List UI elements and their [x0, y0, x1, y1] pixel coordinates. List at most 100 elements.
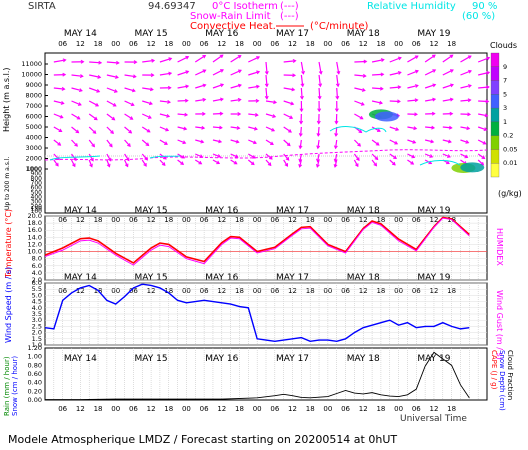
wind-arrow [106, 74, 119, 79]
wind-arrow-head [95, 102, 100, 107]
wind-arrow [195, 126, 205, 129]
wind-arrow [212, 112, 223, 115]
wind-arrow-head [333, 145, 338, 150]
wind-arrow [407, 55, 419, 63]
wind-arrow-head [202, 54, 207, 59]
hour-label: 00 [323, 405, 332, 413]
wind-arrow [460, 99, 471, 102]
wind-arrow [318, 61, 322, 74]
cloud-cell [374, 111, 399, 122]
hour-labels: 06 12 18 00 06 12 18 00 06 12 18 00 06 12 18 00 06 12 18 00… [58, 40, 456, 413]
wind-arrow-head [413, 126, 418, 131]
wind-arrow [230, 98, 241, 102]
wind-arrow [371, 59, 384, 63]
wind-tick-label: 2.5 [32, 322, 42, 330]
wind-arrow [89, 74, 101, 78]
wind-gust-axis-label: Wind Gust (m / s) [495, 290, 504, 360]
wind-arrow [106, 113, 115, 121]
wind-arrow [177, 85, 189, 89]
wind-arrow-head [414, 98, 419, 103]
hour-label: 12 [429, 40, 438, 48]
wind-arrow [71, 126, 79, 134]
wind-arrow-head [357, 142, 361, 147]
wind-arrow [195, 139, 204, 143]
wind-arrow [283, 60, 296, 63]
colorbar-tick-label: 0.2 [503, 132, 513, 140]
hour-label: 00 [111, 287, 120, 295]
wind-arrow [265, 159, 272, 166]
wind-arrow [316, 159, 320, 168]
wind-arrow [194, 159, 202, 165]
wind-arrow-head [414, 69, 419, 74]
wind-arrow [177, 126, 187, 130]
wind-arrow-head [59, 114, 64, 119]
wind-arrow [142, 100, 153, 105]
wind-arrow [389, 86, 401, 89]
hour-label: 06 [270, 40, 279, 48]
wind-arrow-head [237, 83, 242, 88]
wind-arrow-head [481, 155, 486, 160]
wind-arrow [354, 60, 367, 63]
wind-arrow-head [285, 156, 290, 161]
humidex-line [44, 217, 470, 266]
hour-label: 00 [394, 40, 403, 48]
wind-speed-line [44, 283, 470, 343]
wind-arrow-head [414, 112, 419, 117]
hour-label: 06 [129, 287, 138, 295]
hour-label: 06 [200, 40, 209, 48]
day-label: MAY 19 [417, 206, 450, 216]
hour-label: 18 [306, 405, 315, 413]
wind-arrow [230, 55, 242, 63]
wind-arrow [336, 87, 339, 99]
colorbar-unit: (g/kg) [498, 189, 522, 198]
wind-arrow [265, 100, 277, 104]
wind-arrow [318, 74, 322, 87]
wind-arrow-head [133, 60, 138, 65]
wind-arrow-head [374, 156, 379, 161]
wind-arrow-head [397, 85, 402, 90]
wind-arrow-head [250, 161, 255, 166]
wind-arrow-head [447, 154, 451, 158]
wind-arrow [477, 139, 486, 145]
wind-arrow-head [93, 116, 98, 121]
colorbar-tick-label: 3 [503, 104, 507, 112]
colorbar-swatch [490, 52, 500, 67]
wind-arrow [334, 159, 338, 168]
hour-label: 12 [288, 216, 297, 224]
legend-convective-unit: (°C/minute) [310, 21, 369, 32]
height-tick-label: 1000 [27, 166, 42, 173]
wind-arrow [442, 84, 454, 89]
wind-arrow [299, 159, 302, 168]
wind-arrow-head [183, 126, 188, 131]
station-name: SIRTA [28, 1, 56, 12]
wind-arrow-head [128, 129, 133, 134]
wind-arrow [212, 139, 222, 143]
wind-arrow [371, 100, 383, 104]
hour-label: 00 [182, 287, 191, 295]
wind-arrow-head [182, 140, 187, 145]
wind-arrow-head [292, 73, 297, 78]
wind-arrow-head [219, 111, 224, 116]
hour-label: 06 [341, 216, 350, 224]
wind-arrow-head [270, 141, 274, 146]
hour-label: 06 [341, 40, 350, 48]
wind-arrow-head [271, 127, 276, 132]
wind-arrow-head [318, 70, 323, 75]
wind-arrow [460, 126, 470, 130]
wind-arrow-head [334, 120, 339, 125]
wind-arrow-head [77, 102, 82, 106]
wind-arrow-head [432, 83, 437, 88]
wind-arrow-head [356, 157, 360, 162]
hour-label: 00 [253, 216, 262, 224]
hour-label: 18 [306, 40, 315, 48]
hour-label: 00 [182, 405, 191, 413]
colorbar-tick-label: 9 [503, 63, 507, 71]
wind-arrow-head [264, 95, 269, 100]
cloud-colorbar: 9 7 5 3 1 0.2 0.05 0.01 [490, 52, 517, 178]
wind-arrow-head [467, 84, 472, 88]
hour-label: 00 [394, 287, 403, 295]
wind-arrow [477, 126, 487, 131]
wind-tick-label: 1.0 [32, 341, 42, 349]
hour-label: 00 [394, 405, 403, 413]
wind-arrow-head [185, 70, 190, 75]
